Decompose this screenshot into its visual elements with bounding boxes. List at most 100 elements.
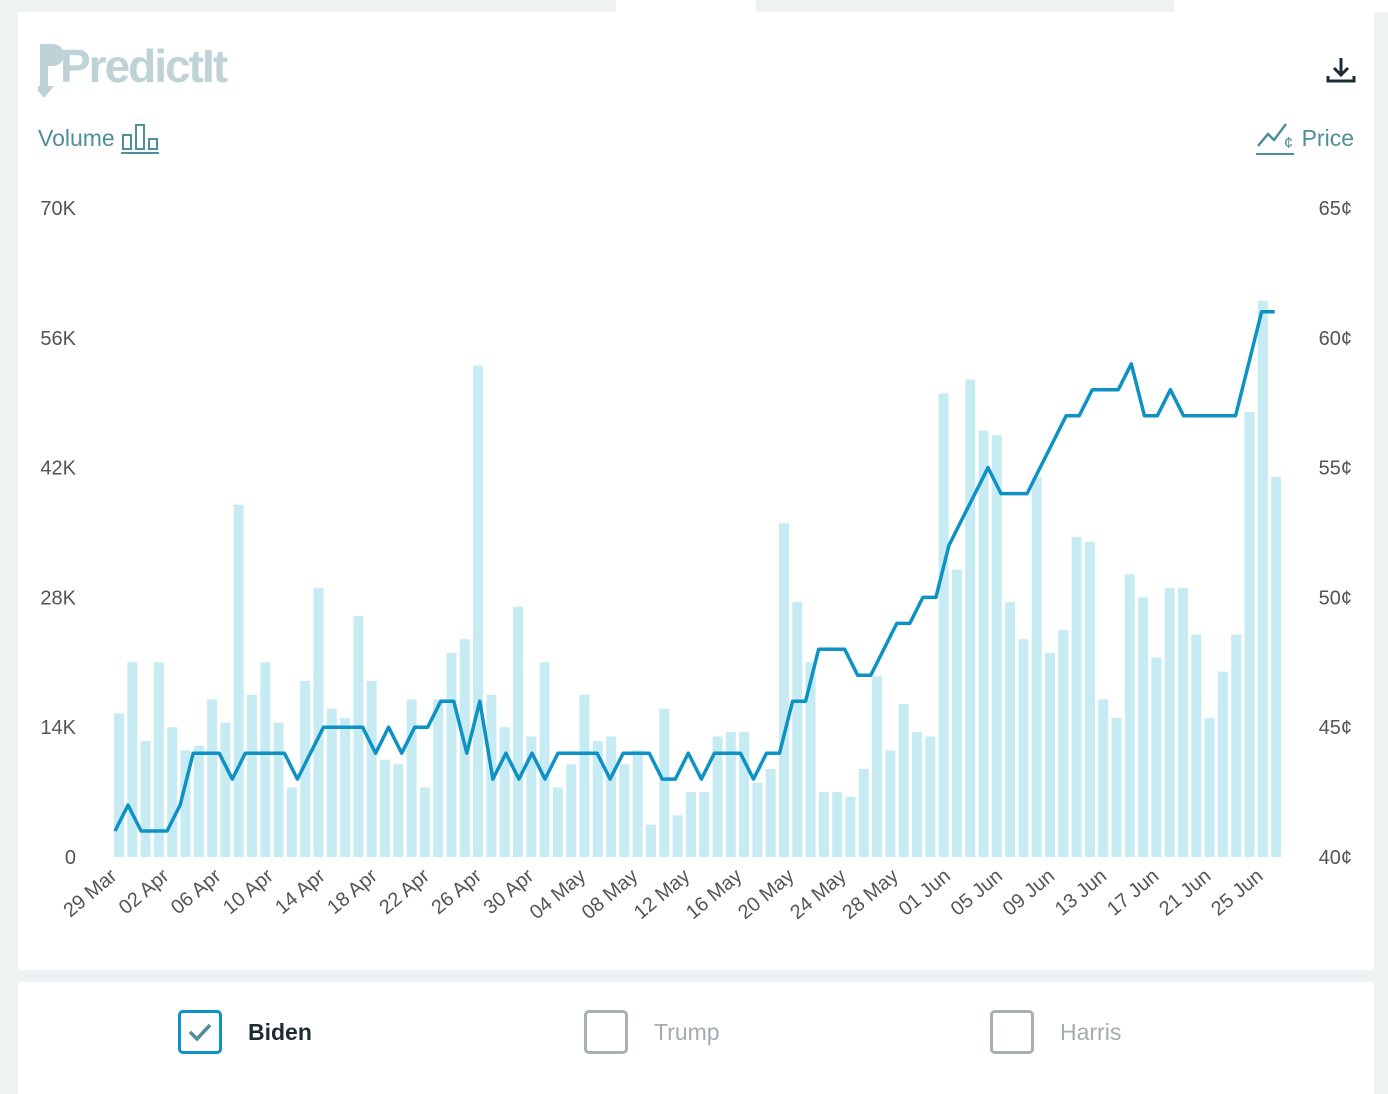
volume-bars [114,300,1282,857]
volume-bar [433,699,444,857]
x-tick-label: 29 Mar [59,865,121,922]
volume-bar [153,662,164,857]
volume-bar [779,523,789,857]
volume-bar [1045,653,1055,857]
y-left-tick-label: 28K [40,587,76,609]
volume-bar [1058,629,1069,857]
volume-bar [406,699,417,857]
legend-item-trump[interactable]: Trump [584,1010,720,1054]
volume-bar [606,736,617,857]
x-tick-label: 13 Jun [1051,865,1111,920]
chart-card: PredictIt Volume ¢ Price 0 14K 28K 42K 56K 70… [18,12,1374,970]
trump-checkbox[interactable] [584,1010,628,1054]
volume-label: Volume [38,124,115,151]
volume-bar [140,741,151,857]
volume-bar [127,662,138,857]
volume-bar [300,680,311,857]
y-axis-right: 40¢ 45¢ 50¢ 55¢ 60¢ 65¢ [1319,198,1352,869]
volume-bar [114,713,124,857]
legend-item-harris[interactable]: Harris [990,1010,1121,1054]
volume-bar [765,768,776,857]
volume-bar [353,615,364,857]
bar-chart-icon [120,124,159,154]
x-tick-label: 09 Jun [999,865,1059,920]
legend-item-biden[interactable]: Biden [178,1010,312,1054]
volume-bar [273,722,284,857]
volume-bar [872,676,883,857]
y-right-tick-label: 50¢ [1319,587,1352,609]
checkmark-icon [188,1023,212,1042]
legend-label-harris: Harris [1060,1018,1122,1045]
price-line-group [113,310,1275,833]
y-left-tick-label: 70K [40,198,76,220]
volume-bar [1031,476,1042,857]
volume-bar [260,662,271,857]
price-line [113,310,1275,833]
volume-bar [579,694,590,857]
volume-bar [1231,634,1242,857]
volume-bar [193,745,204,857]
legend-label-trump: Trump [654,1018,720,1045]
logo-text: PredictIt [60,40,228,92]
volume-bar [1018,639,1029,857]
volume-bar [978,430,989,857]
volume-bar [1098,699,1109,857]
x-tick-label: 01 Jun [895,865,955,920]
y-right-tick-label: 65¢ [1319,198,1352,220]
y-right-tick-label: 55¢ [1319,458,1352,480]
volume-bar [1204,717,1215,857]
legend-label-biden: Biden [248,1018,312,1045]
y-right-tick-label: 40¢ [1319,847,1352,869]
volume-bar [247,694,257,857]
volume-bar [685,792,696,857]
x-tick-label: 14 Apr [271,865,330,919]
volume-bar [752,782,763,857]
volume-bar [286,787,297,857]
volume-bar [805,662,816,857]
volume-bar [1005,602,1016,857]
harris-checkbox[interactable] [990,1010,1034,1054]
download-button[interactable] [1324,52,1358,86]
price-line-icon: ¢ [1255,123,1294,155]
price-toggle[interactable]: ¢ Price [1255,120,1354,156]
volume-bar [792,602,803,857]
volume-bar [898,704,909,857]
volume-bar [1178,588,1188,857]
x-tick-label: 26 Apr [427,865,486,919]
volume-bar [167,727,178,857]
x-tick-label: 12 May [630,865,694,924]
svg-text:¢: ¢ [1284,135,1293,152]
volume-bar [539,662,550,857]
volume-bar [912,731,922,857]
y-axis-left: 0 14K 28K 42K 56K 70K [40,198,76,869]
biden-checkbox[interactable] [178,1010,222,1054]
x-tick-label: 28 May [838,865,902,924]
volume-toggle[interactable]: Volume [38,120,161,156]
y-right-tick-label: 45¢ [1319,717,1352,739]
volume-bar [1071,537,1082,857]
x-tick-label: 08 May [578,865,642,924]
volume-bar [699,792,710,857]
volume-bar [739,731,750,857]
volume-bar [1217,671,1228,857]
volume-bar [499,727,510,857]
volume-bar [513,606,523,857]
volume-bar [1271,476,1282,857]
volume-bar [340,717,351,857]
volume-bar [393,764,404,857]
x-tick-label: 16 May [682,865,746,924]
volume-bar [326,708,337,857]
volume-bar [659,708,670,857]
volume-bar [552,787,563,857]
volume-bar [380,759,390,857]
x-tick-label: 22 Apr [375,865,434,919]
volume-bar [845,796,856,857]
volume-bar [991,435,1002,857]
tab-active-gap [616,0,756,12]
volume-bar [832,792,843,857]
y-left-tick-label: 42K [40,458,76,480]
volume-bar [1244,411,1255,857]
volume-bar [366,680,377,857]
volume-bar [925,736,936,857]
y-left-tick-label: 0 [65,847,76,869]
